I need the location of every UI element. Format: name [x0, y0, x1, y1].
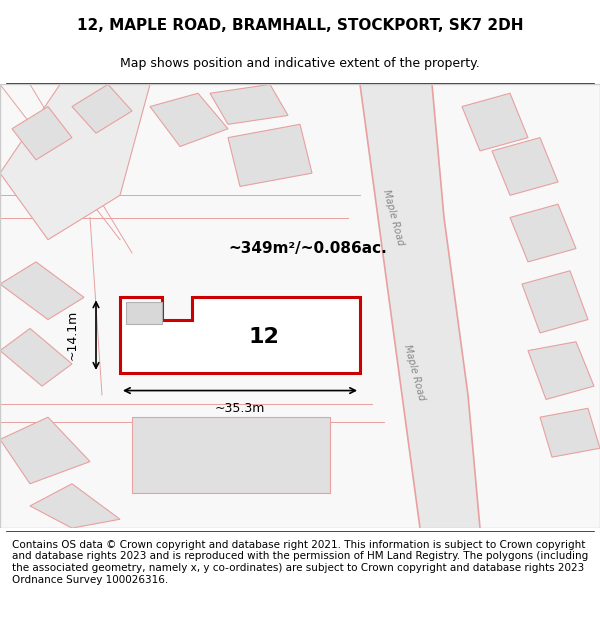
- Polygon shape: [510, 204, 576, 262]
- Polygon shape: [132, 418, 330, 492]
- Polygon shape: [0, 84, 150, 239]
- Polygon shape: [126, 302, 162, 324]
- Polygon shape: [120, 298, 360, 372]
- Polygon shape: [0, 418, 90, 484]
- Text: Maple Road: Maple Road: [402, 344, 426, 402]
- Text: ~14.1m: ~14.1m: [65, 310, 79, 360]
- Polygon shape: [522, 271, 588, 333]
- Polygon shape: [210, 84, 288, 124]
- Polygon shape: [0, 329, 72, 386]
- Polygon shape: [150, 93, 228, 146]
- Polygon shape: [30, 484, 120, 528]
- Text: Map shows position and indicative extent of the property.: Map shows position and indicative extent…: [120, 57, 480, 70]
- Polygon shape: [12, 106, 72, 160]
- Polygon shape: [528, 342, 594, 399]
- Polygon shape: [72, 84, 132, 133]
- Polygon shape: [492, 138, 558, 195]
- Text: Maple Road: Maple Road: [381, 188, 405, 247]
- Polygon shape: [540, 408, 600, 457]
- Polygon shape: [0, 262, 84, 319]
- Text: Contains OS data © Crown copyright and database right 2021. This information is : Contains OS data © Crown copyright and d…: [12, 540, 588, 584]
- Text: 12, MAPLE ROAD, BRAMHALL, STOCKPORT, SK7 2DH: 12, MAPLE ROAD, BRAMHALL, STOCKPORT, SK7…: [77, 18, 523, 32]
- Polygon shape: [360, 84, 480, 528]
- Text: ~349m²/~0.086ac.: ~349m²/~0.086ac.: [228, 241, 387, 256]
- Text: ~35.3m: ~35.3m: [215, 402, 265, 415]
- Polygon shape: [228, 124, 312, 186]
- Text: 12: 12: [248, 328, 280, 348]
- Polygon shape: [462, 93, 528, 151]
